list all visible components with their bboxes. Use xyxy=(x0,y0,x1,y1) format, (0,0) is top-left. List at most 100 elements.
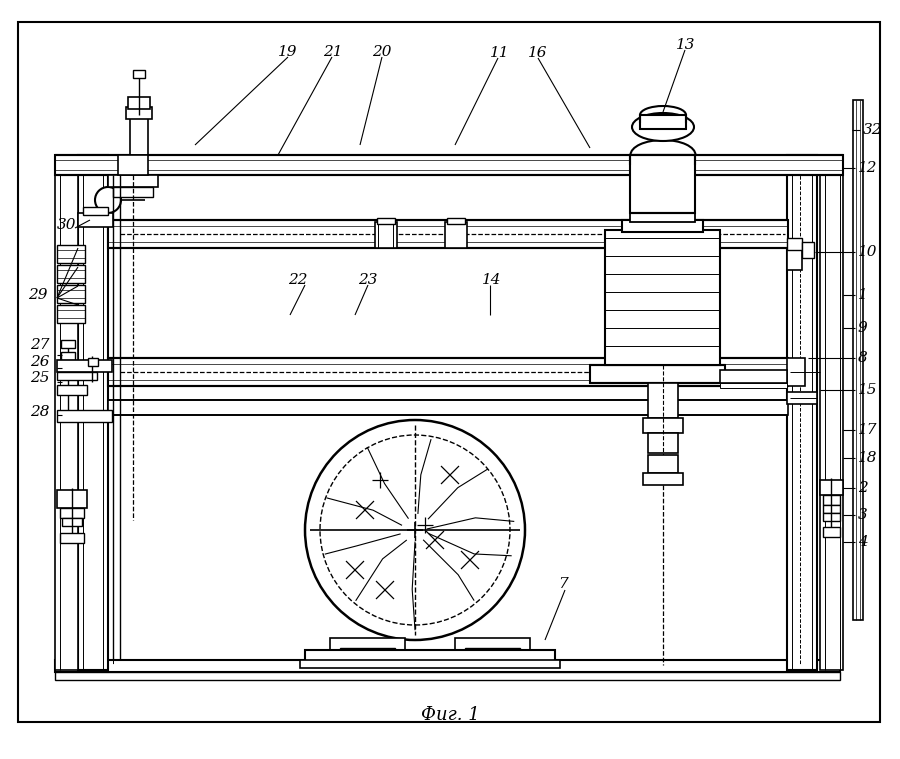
Bar xyxy=(823,495,840,505)
Bar xyxy=(57,410,112,422)
Bar xyxy=(61,352,75,360)
Bar xyxy=(62,518,82,526)
Bar xyxy=(57,490,87,508)
Text: 28: 28 xyxy=(30,405,50,419)
Bar xyxy=(305,650,555,662)
Text: 1: 1 xyxy=(858,288,868,302)
Text: 25: 25 xyxy=(30,371,50,385)
Bar xyxy=(630,155,695,213)
Bar xyxy=(823,505,840,513)
Bar xyxy=(128,97,150,109)
Bar xyxy=(648,455,678,473)
Bar xyxy=(55,155,843,175)
Bar xyxy=(78,155,108,670)
Bar xyxy=(60,533,84,543)
Text: 11: 11 xyxy=(490,46,509,60)
Text: 29: 29 xyxy=(28,288,48,302)
Text: 27: 27 xyxy=(30,338,50,352)
Text: 22: 22 xyxy=(288,273,308,287)
Text: 7: 7 xyxy=(558,577,568,591)
Bar xyxy=(447,218,465,224)
Bar xyxy=(465,648,520,656)
Text: 18: 18 xyxy=(858,451,878,465)
Bar xyxy=(88,358,98,366)
Bar xyxy=(643,418,683,433)
Bar xyxy=(118,155,148,175)
Bar xyxy=(823,513,840,521)
Text: 13: 13 xyxy=(676,38,696,52)
Bar xyxy=(648,433,678,453)
Bar xyxy=(61,340,75,348)
Text: 23: 23 xyxy=(358,273,377,287)
Bar xyxy=(445,222,467,248)
Bar xyxy=(648,383,678,418)
Text: 21: 21 xyxy=(323,45,343,59)
Text: 4: 4 xyxy=(858,535,868,549)
Bar xyxy=(126,107,152,119)
Bar xyxy=(787,392,817,404)
Bar xyxy=(823,527,840,537)
Text: 10: 10 xyxy=(858,245,878,259)
Bar xyxy=(108,220,788,248)
Bar xyxy=(57,285,85,303)
Text: Фиг. 1: Фиг. 1 xyxy=(420,706,480,724)
Bar xyxy=(57,305,85,323)
Bar xyxy=(787,238,802,250)
Bar xyxy=(787,358,805,386)
Bar xyxy=(57,245,85,263)
Bar xyxy=(60,508,84,518)
Bar xyxy=(57,265,85,283)
Bar xyxy=(605,230,720,365)
Text: 14: 14 xyxy=(482,273,501,287)
Bar xyxy=(330,638,405,650)
Bar xyxy=(720,383,787,388)
Bar xyxy=(55,155,78,670)
Text: 26: 26 xyxy=(30,355,50,369)
Bar xyxy=(57,385,87,395)
Bar xyxy=(622,220,703,232)
Bar xyxy=(108,400,788,415)
Bar xyxy=(720,370,787,383)
Bar xyxy=(55,672,840,680)
Bar xyxy=(787,248,802,270)
Bar xyxy=(787,155,817,670)
Bar xyxy=(820,155,843,670)
Text: 20: 20 xyxy=(372,45,392,59)
Bar xyxy=(820,480,843,495)
Bar xyxy=(83,207,108,215)
Bar xyxy=(802,242,814,258)
Text: 3: 3 xyxy=(858,508,868,522)
Bar xyxy=(108,358,788,386)
Text: 30: 30 xyxy=(57,218,76,232)
Bar xyxy=(340,648,395,656)
Bar xyxy=(590,365,725,383)
Bar xyxy=(300,660,560,668)
Text: 8: 8 xyxy=(858,351,868,365)
Bar xyxy=(130,115,148,155)
Circle shape xyxy=(95,187,121,213)
Text: 16: 16 xyxy=(528,46,547,60)
Bar xyxy=(640,115,686,129)
Bar xyxy=(57,360,112,372)
Text: 12: 12 xyxy=(858,161,878,175)
Bar xyxy=(113,187,153,197)
Bar xyxy=(55,660,840,672)
Bar xyxy=(643,473,683,485)
Text: 19: 19 xyxy=(278,45,298,59)
Bar xyxy=(377,218,395,224)
Text: 9: 9 xyxy=(858,321,868,335)
Bar xyxy=(108,175,158,187)
Text: 32: 32 xyxy=(863,123,883,137)
Text: 17: 17 xyxy=(858,423,878,437)
Text: 2: 2 xyxy=(858,481,868,495)
Bar xyxy=(455,638,530,650)
Bar xyxy=(630,210,695,222)
Bar xyxy=(133,70,145,78)
Bar xyxy=(57,372,97,380)
Ellipse shape xyxy=(632,113,694,141)
Bar xyxy=(78,213,113,227)
Circle shape xyxy=(305,420,525,640)
Text: 15: 15 xyxy=(858,383,878,397)
Bar xyxy=(853,100,863,620)
Bar xyxy=(375,222,397,248)
